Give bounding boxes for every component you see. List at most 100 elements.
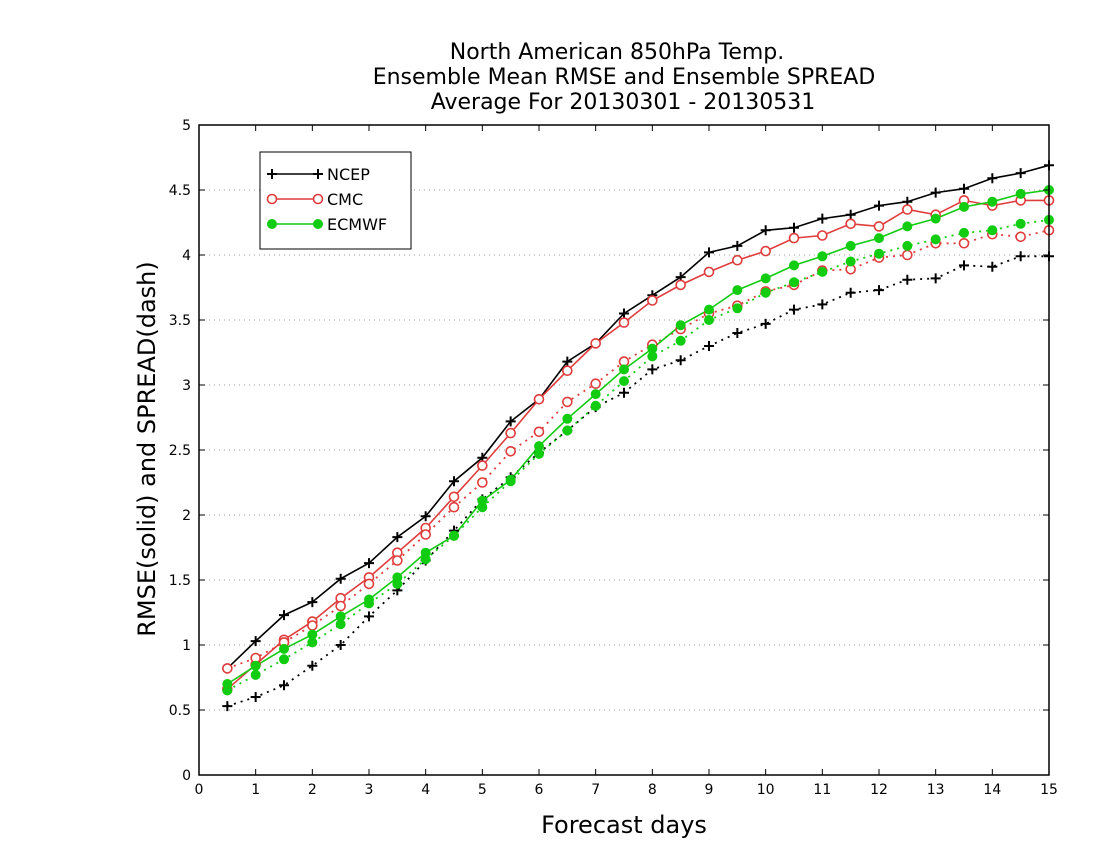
ncep-rmse-point-4 xyxy=(335,573,346,584)
ecmwf-rmse-point-19 xyxy=(760,273,771,284)
x-axis-label: Forecast days xyxy=(541,811,707,839)
ncep-spread-point-23 xyxy=(874,285,884,296)
cmc-rmse-point-11 xyxy=(533,393,545,405)
cmc-rmse-point-17 xyxy=(703,266,715,278)
cmc-rmse-point-15 xyxy=(647,295,658,306)
cmc-spread-point-3 xyxy=(307,620,318,631)
ncep-spread-point-27 xyxy=(987,261,998,272)
ncep-spread-point-21 xyxy=(817,299,828,310)
ncep-spread-point-3 xyxy=(307,660,318,671)
y-tick-label-0: 0 xyxy=(182,768,191,784)
x-tick-label-5: 5 xyxy=(478,782,487,798)
cmc-rmse-point-22 xyxy=(845,218,856,230)
ncep-rmse-point-23 xyxy=(874,200,884,211)
ecmwf-rmse-line xyxy=(226,189,1050,685)
ncep-spread-point-22 xyxy=(845,287,856,298)
cmc-rmse-line xyxy=(226,199,1049,690)
ncep-rmse-point-20 xyxy=(789,222,799,233)
ecmwf-spread-point-1 xyxy=(250,669,261,680)
ncep-rmse-point-22 xyxy=(845,209,856,220)
ncep-spread-point-0 xyxy=(222,701,233,712)
cmc-rmse-point-9 xyxy=(477,460,488,471)
x-tick-label-14: 14 xyxy=(983,782,1001,798)
cmc-spread-point-4 xyxy=(335,600,346,612)
ecmwf-spread-point-3 xyxy=(307,637,318,648)
x-tick-label-15: 15 xyxy=(1040,782,1058,798)
ecmwf-spread-point-16 xyxy=(675,335,686,346)
ncep-rmse-point-14 xyxy=(619,308,629,319)
cmc-rmse-point-19 xyxy=(760,245,771,257)
cmc-rmse-point-10 xyxy=(505,427,516,439)
ecmwf-rmse-point-13 xyxy=(590,389,601,400)
cmc-spread-point-6 xyxy=(392,555,403,566)
x-tick-label-13: 13 xyxy=(927,782,945,798)
ecmwf-spread-point-28 xyxy=(1015,218,1026,229)
ecmwf-spread-point-17 xyxy=(704,315,714,325)
ecmwf-spread-point-21 xyxy=(817,266,828,277)
ncep-spread-point-17 xyxy=(704,341,714,351)
ncep-rmse-point-21 xyxy=(817,213,828,224)
ncep-spread-point-14 xyxy=(619,387,629,398)
cmc-rmse-point-13 xyxy=(590,338,601,349)
ncep-rmse-line xyxy=(226,164,1050,669)
ecmwf-spread-point-24 xyxy=(902,240,913,251)
y-axis-label: RMSE(solid) and SPREAD(dash) xyxy=(133,261,161,637)
x-tick-label-1: 1 xyxy=(251,782,260,798)
ncep-spread-point-4 xyxy=(335,640,346,650)
y-tick-label-6: 3 xyxy=(182,378,191,394)
cmc-spread-point-26 xyxy=(958,238,970,249)
ncep-spread-point-1 xyxy=(250,692,261,702)
y-tick-label-1: 0.5 xyxy=(169,703,191,719)
ecmwf-rmse-point-22 xyxy=(845,240,856,251)
ncep-rmse-point-2 xyxy=(279,610,289,621)
ncep-spread-point-16 xyxy=(675,355,686,366)
cmc-rmse-point-16 xyxy=(675,279,686,291)
cmc-rmse-point-24 xyxy=(902,204,913,215)
title-line-1: North American 850hPa Temp. xyxy=(450,40,785,65)
cmc-rmse-point-14 xyxy=(618,317,630,328)
cmc-spread-point-28 xyxy=(1015,231,1026,243)
ncep-spread-point-2 xyxy=(279,680,289,691)
y-tick-label-9: 4.5 xyxy=(169,183,191,199)
ecmwf-rmse-point-14 xyxy=(619,364,629,375)
ecmwf-spread-point-2 xyxy=(279,654,289,665)
cmc-rmse-point-12 xyxy=(562,365,573,377)
ncep-rmse-point-18 xyxy=(732,240,743,251)
ecmwf-rmse-point-20 xyxy=(789,260,799,271)
ncep-spread-point-18 xyxy=(732,328,743,338)
ncep-rmse-point-1 xyxy=(250,636,261,647)
ecmwf-spread-point-23 xyxy=(874,248,884,259)
gridlines xyxy=(199,189,1049,711)
ecmwf-spread-point-7 xyxy=(420,554,431,565)
ncep-spread-point-26 xyxy=(959,260,969,271)
x-tick-label-8: 8 xyxy=(648,782,657,798)
ecmwf-spread-point-11 xyxy=(534,448,544,459)
y-tick-label-8: 4 xyxy=(182,248,191,264)
legend-cmc-marker-start xyxy=(266,193,278,205)
cmc-rmse-point-21 xyxy=(817,230,828,241)
ecmwf-rmse-point-16 xyxy=(675,320,686,331)
ncep-rmse-point-3 xyxy=(307,597,318,608)
legend-ecmwf-label: ECMWF xyxy=(327,215,387,234)
ncep-rmse-point-27 xyxy=(987,173,998,184)
ecmwf-spread-point-9 xyxy=(477,502,488,513)
ecmwf-rmse-point-23 xyxy=(874,233,884,244)
legend-ncep-label: NCEP xyxy=(327,165,370,184)
cmc-spread-point-9 xyxy=(477,477,488,488)
cmc-spread-point-11 xyxy=(533,426,545,438)
ecmwf-spread-point-0 xyxy=(222,685,233,696)
ecmwf-spread-point-13 xyxy=(590,400,601,411)
x-tick-label-0: 0 xyxy=(195,782,204,798)
ncep-rmse-point-6 xyxy=(392,532,403,543)
ecmwf-spread-point-8 xyxy=(449,530,459,541)
cmc-spread-point-5 xyxy=(363,578,375,590)
ncep-rmse-point-12 xyxy=(562,356,573,367)
ncep-rmse-point-25 xyxy=(930,187,941,198)
ncep-rmse-point-26 xyxy=(959,183,969,194)
ecmwf-rmse-point-28 xyxy=(1015,188,1026,199)
ecmwf-spread-point-27 xyxy=(987,225,998,236)
legend-ecmwf-marker-start xyxy=(267,219,277,229)
ncep-rmse-point-28 xyxy=(1015,168,1026,179)
legend-cmc-marker-end xyxy=(312,193,324,205)
ncep-spread-point-24 xyxy=(902,274,913,285)
